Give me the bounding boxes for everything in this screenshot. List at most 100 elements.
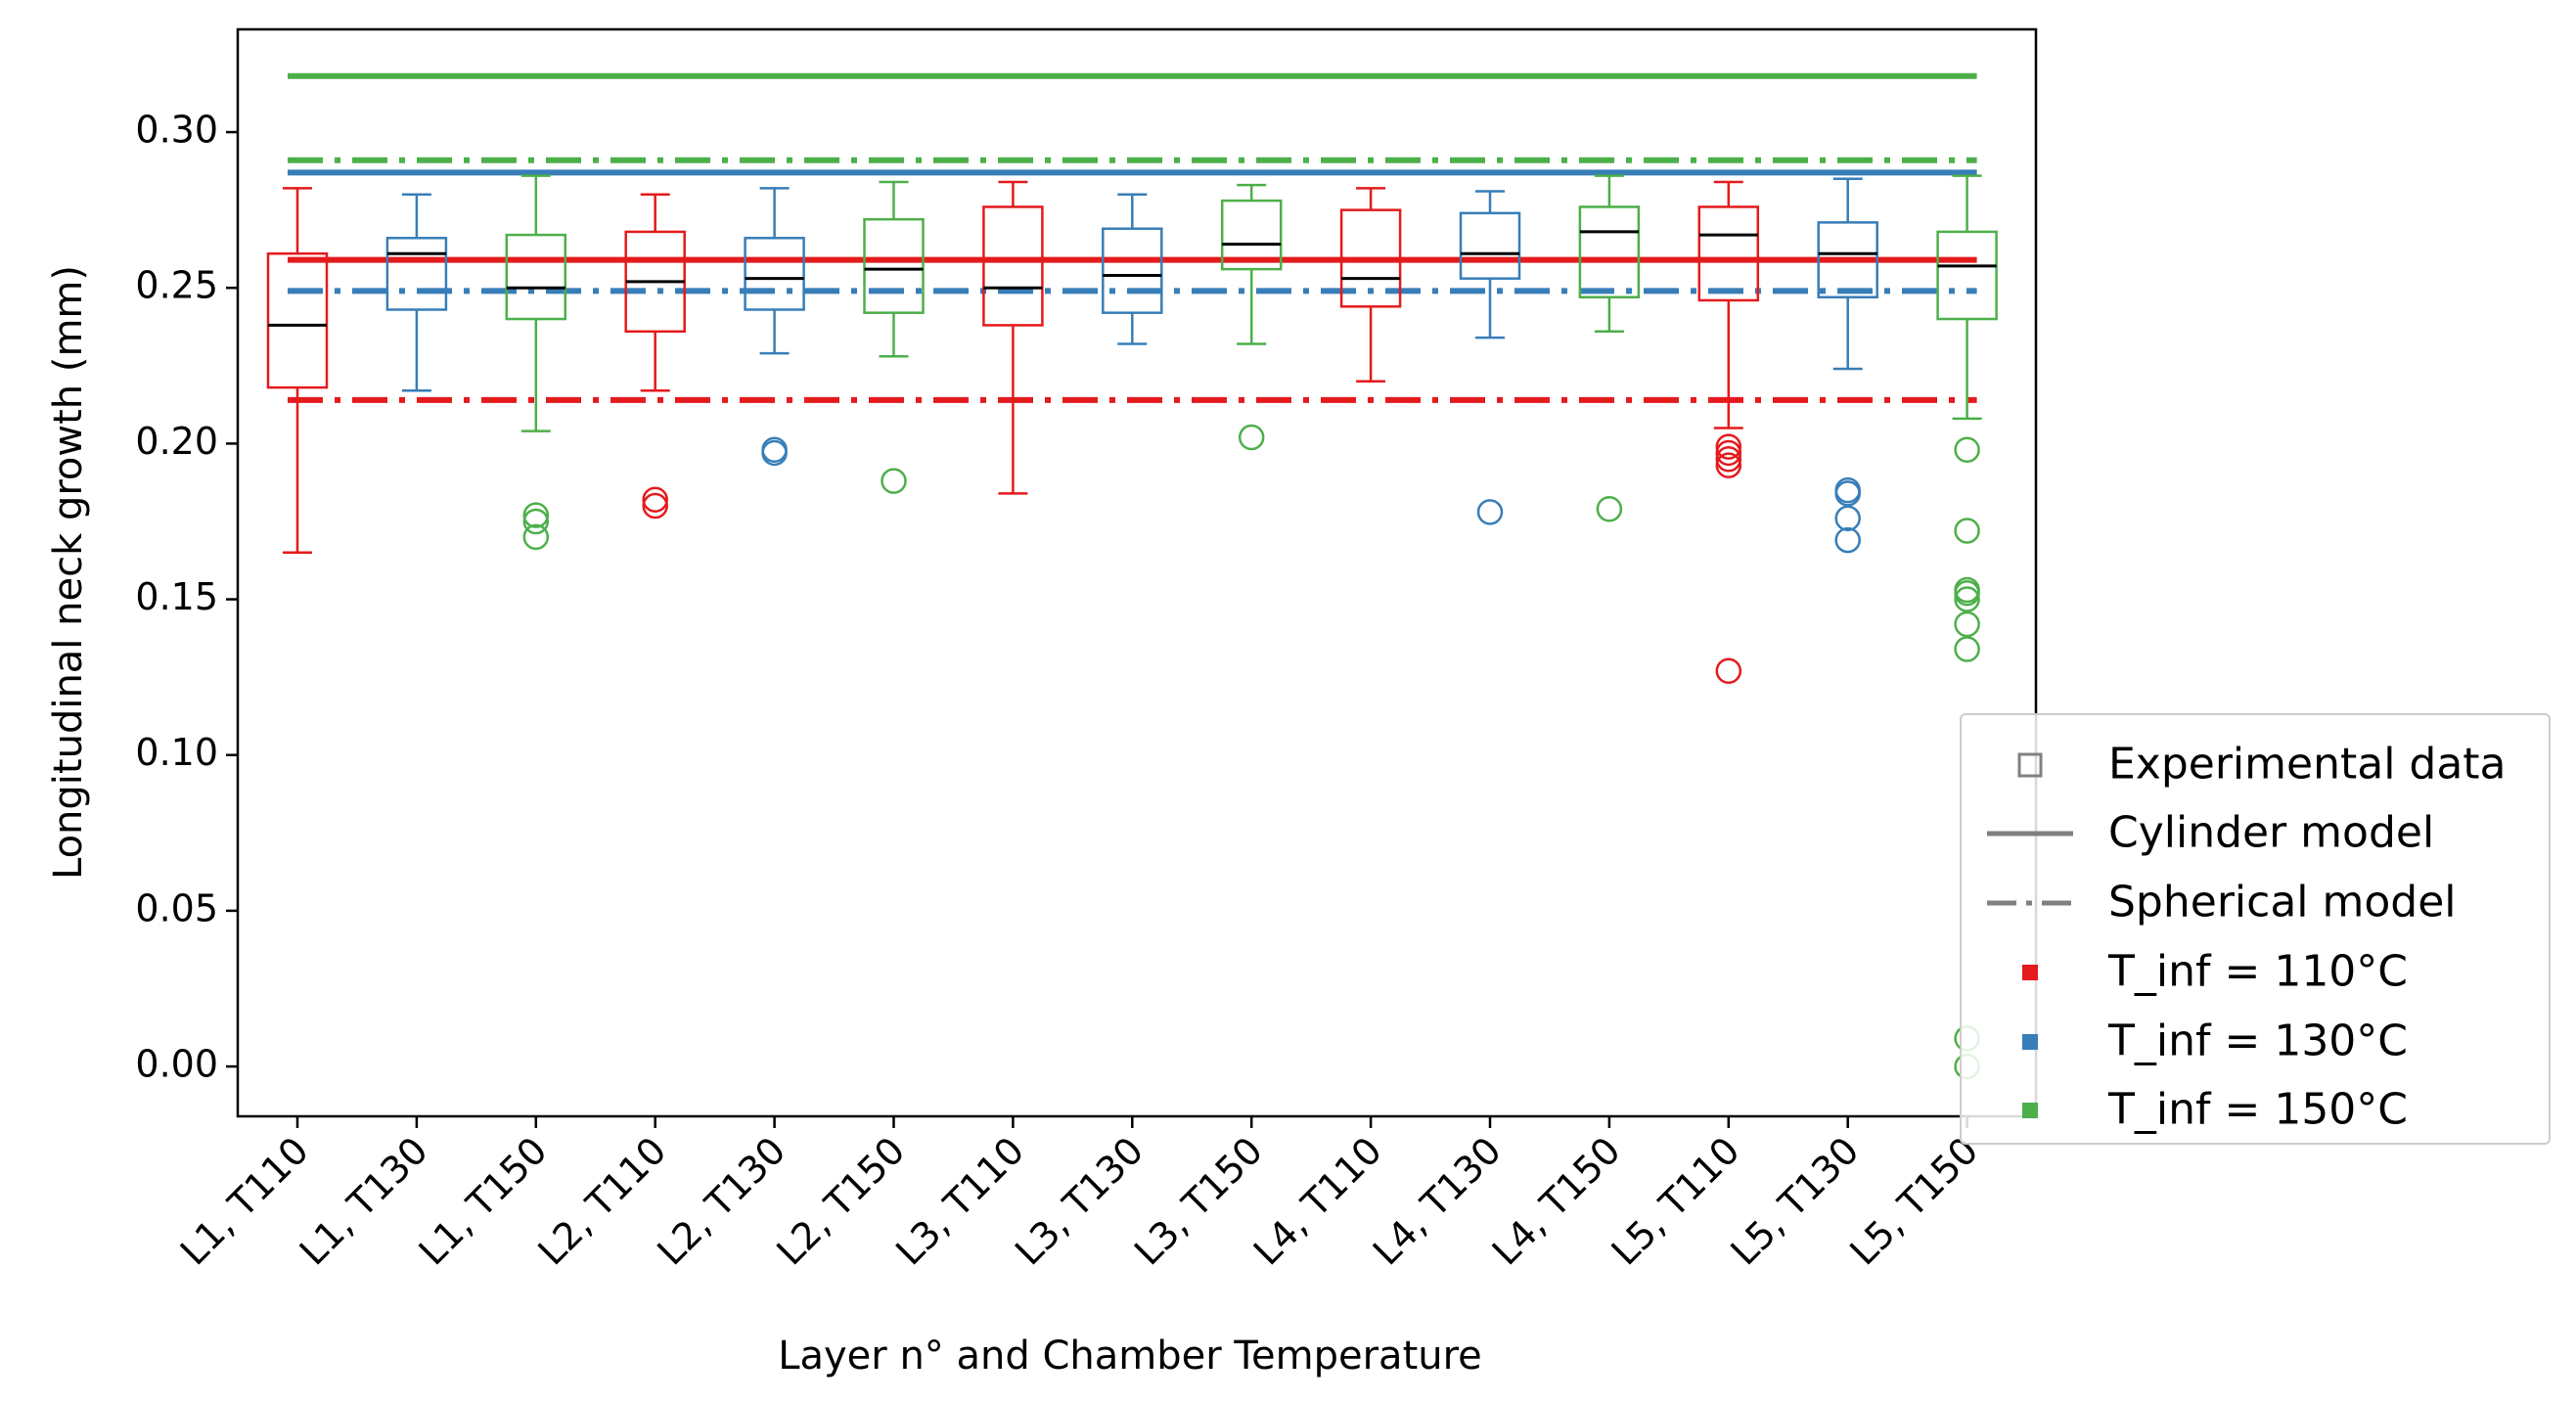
y-tick-label: 0.00 — [135, 1043, 218, 1086]
box-l3-t150 — [1220, 183, 1283, 451]
outlier-point — [1715, 446, 1742, 473]
iqr-box — [1339, 208, 1402, 308]
box-l4-t130 — [1459, 190, 1521, 525]
legend-item: T_inf = 130°C — [1962, 1012, 2549, 1070]
x-tick-label: L5, T150 — [1841, 1129, 1986, 1274]
outlier-point — [1476, 499, 1504, 525]
outlier-point — [1954, 436, 1980, 464]
box-l4-t110 — [1339, 187, 1402, 383]
legend-label: Experimental data — [2108, 739, 2507, 790]
outlier-point — [1834, 480, 1861, 507]
x-tick-label: L2, T150 — [768, 1129, 913, 1274]
legend-item: Spherical model — [1962, 873, 2549, 931]
outlier-point — [522, 523, 550, 551]
x-tick-label: L4, T150 — [1484, 1129, 1629, 1274]
x-axis-label: Layer n° and Chamber Temperature — [778, 1334, 1482, 1379]
x-tick-label: L3, T130 — [1007, 1129, 1152, 1274]
box-l5-t150 — [1936, 174, 1998, 1080]
legend-label: T_inf = 130°C — [2108, 1016, 2409, 1066]
y-tick-label: 0.10 — [135, 731, 218, 774]
legend-label: Cylinder model — [2108, 807, 2435, 858]
iqr-box — [385, 237, 448, 311]
iqr-box — [1459, 211, 1521, 280]
iqr-box — [982, 205, 1044, 327]
x-tick-label: L1, T110 — [172, 1129, 317, 1274]
legend-item: Experimental data — [1962, 735, 2549, 793]
box-l1-t150 — [505, 174, 567, 551]
outlier-point — [1596, 495, 1623, 522]
iqr-box — [1697, 205, 1760, 302]
box-l2-t110 — [624, 193, 686, 520]
outlier-point — [642, 486, 668, 513]
box-l4-t150 — [1578, 174, 1641, 522]
y-axis-label: Longitudinal neck growth (mm) — [46, 265, 91, 880]
box-l1-t110 — [266, 187, 329, 555]
box-l5-t110 — [1697, 180, 1760, 685]
iqr-box — [266, 251, 329, 389]
x-tick-label: L4, T110 — [1245, 1129, 1390, 1274]
legend-label: T_inf = 150°C — [2108, 1084, 2409, 1135]
iqr-box — [1578, 205, 1641, 299]
legend-handle — [1987, 900, 2073, 906]
x-tick-label: L4, T130 — [1365, 1129, 1510, 1274]
outlier-point — [1715, 452, 1742, 478]
x-tick-label: L1, T130 — [292, 1129, 436, 1274]
legend-handle — [2022, 965, 2038, 980]
legend-color-square — [2022, 1103, 2038, 1118]
outlier-point — [1954, 579, 1980, 607]
y-tick-label: 0.25 — [135, 264, 218, 307]
legend-color-square — [2022, 1034, 2038, 1050]
box-l2-t130 — [744, 187, 805, 467]
outlier-point — [1954, 636, 1980, 662]
x-tick-label: L5, T110 — [1604, 1129, 1748, 1274]
outlier-point — [1954, 586, 1980, 612]
outlier-point — [761, 439, 788, 467]
box-l1-t130 — [385, 193, 448, 392]
boxplots — [266, 174, 1998, 1080]
legend-item: T_inf = 110°C — [1962, 942, 2549, 1001]
legend-open-square — [2017, 752, 2043, 778]
legend: Experimental data Cylinder model Spherical… — [1960, 713, 2551, 1145]
plot-frame — [236, 27, 2038, 1118]
outlier-point — [1715, 433, 1742, 460]
y-tick-label: 0.30 — [135, 109, 218, 152]
outlier-point — [522, 508, 550, 535]
x-tick-label: L1, T150 — [411, 1129, 556, 1274]
outlier-point — [1238, 424, 1265, 451]
iqr-box — [1102, 227, 1163, 314]
outlier-point — [881, 468, 907, 494]
model-lines — [288, 72, 1977, 403]
iqr-box — [744, 237, 805, 311]
outlier-point — [1834, 505, 1861, 532]
iqr-box — [1936, 230, 1998, 321]
outlier-point — [522, 502, 550, 528]
box-l2-t150 — [863, 180, 925, 494]
y-axis: 0.00 0.05 0.10 0.15 0.20 0.25 0.30 — [135, 109, 238, 1086]
x-tick-label: L3, T150 — [1126, 1129, 1271, 1274]
outlier-point — [642, 492, 668, 520]
box-l5-t130 — [1817, 177, 1878, 554]
y-tick-label: 0.05 — [135, 886, 218, 929]
box-l3-t110 — [982, 180, 1044, 495]
legend-color-square — [2022, 965, 2038, 980]
outlier-point — [1954, 518, 1980, 544]
legend-item: T_inf = 150°C — [1962, 1080, 2549, 1139]
outlier-point — [1954, 611, 1980, 638]
iqr-box — [1220, 199, 1283, 271]
x-tick-label: L2, T110 — [530, 1129, 675, 1274]
legend-handle — [2022, 1034, 2038, 1050]
x-tick-label: L5, T130 — [1723, 1129, 1868, 1274]
legend-handle — [2022, 1103, 2038, 1118]
legend-label: T_inf = 110°C — [2108, 946, 2409, 997]
legend-handle — [2017, 752, 2043, 778]
x-tick-label: L2, T130 — [649, 1129, 793, 1274]
legend-label: Spherical model — [2108, 877, 2457, 927]
legend-item: Cylinder model — [1962, 803, 2549, 862]
outlier-point — [1715, 657, 1742, 685]
iqr-box — [1817, 221, 1878, 299]
outlier-point — [1715, 439, 1742, 467]
y-tick-label: 0.15 — [135, 575, 218, 618]
x-tick-label: L3, T110 — [887, 1129, 1032, 1274]
